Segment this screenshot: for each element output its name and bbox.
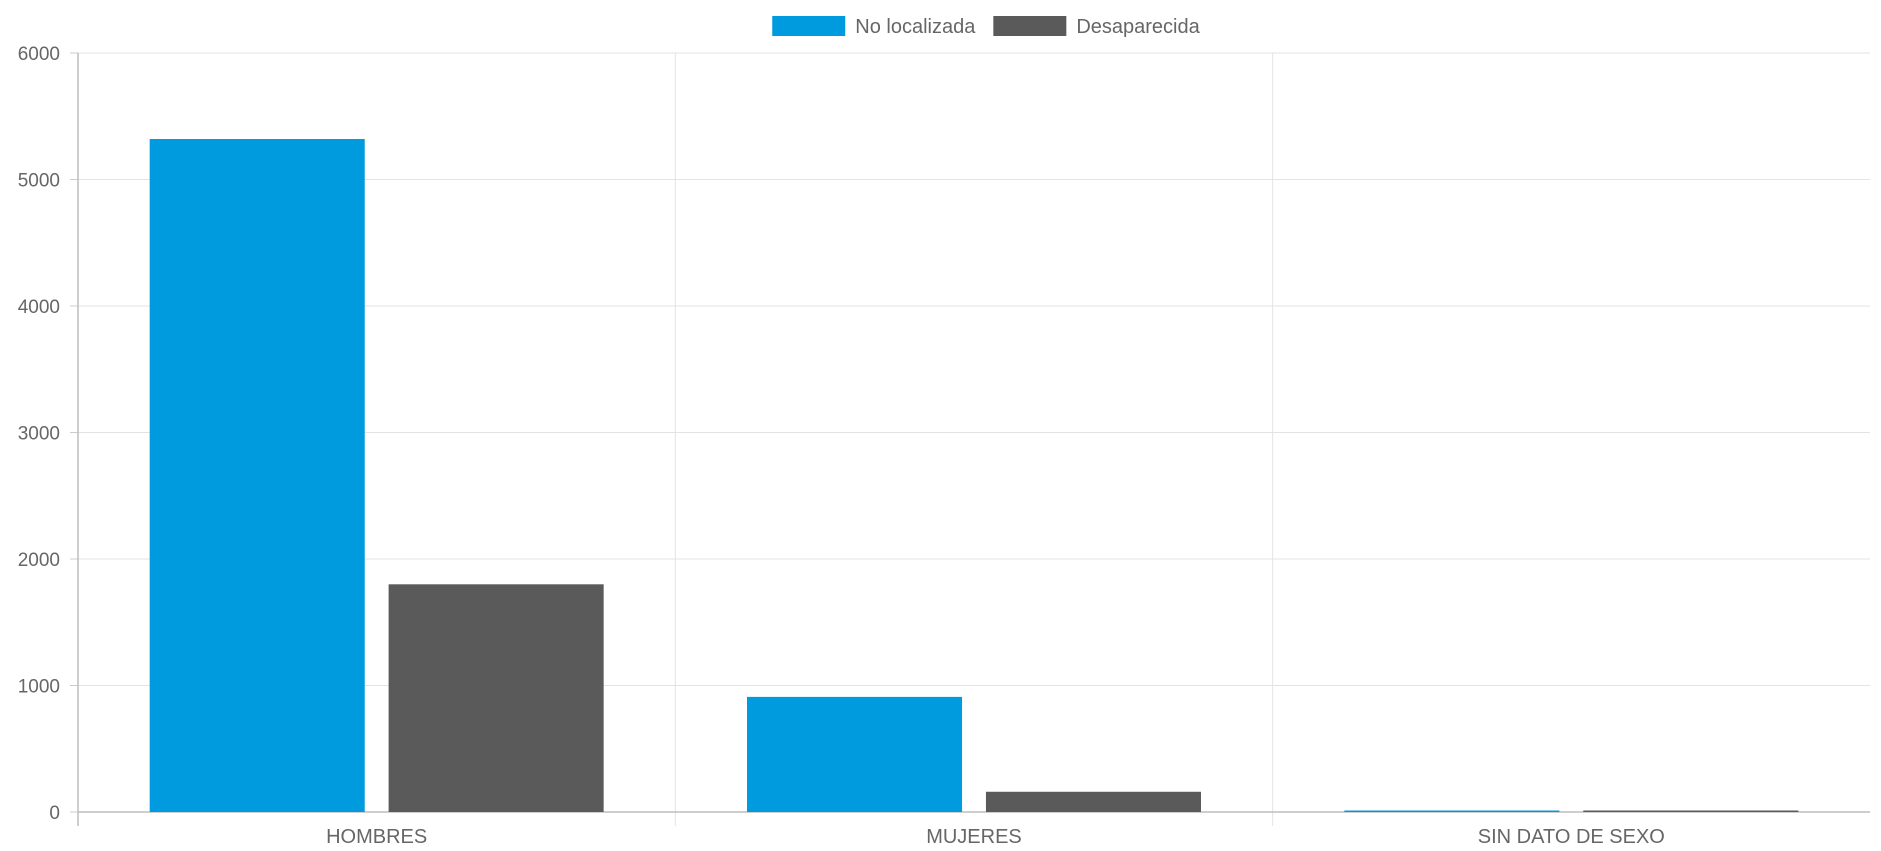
bar-no-localizada-hombres[interactable]	[149, 139, 365, 812]
legend: No localizada Desaparecida	[772, 16, 1201, 38]
y-tick-label: 4000	[18, 297, 60, 318]
bar-desaparecida-sin-dato-de-sexo[interactable]	[1583, 810, 1799, 813]
x-category-label: SIN DATO DE SEXO	[1478, 826, 1665, 846]
axes	[70, 52, 1870, 826]
y-tick-label: 2000	[18, 550, 60, 571]
bar-no-localizada-mujeres[interactable]	[747, 696, 963, 812]
legend-swatch-desaparecida[interactable]	[993, 16, 1067, 36]
legend-label-desaparecida[interactable]: Desaparecida	[1076, 16, 1200, 38]
y-tick-label: 6000	[18, 44, 60, 65]
x-category-label: MUJERES	[926, 826, 1022, 846]
legend-label-no-localizada[interactable]: No localizada	[855, 16, 976, 38]
bar-no-localizada-sin-dato-de-sexo[interactable]	[1344, 810, 1560, 813]
x-category-label: HOMBRES	[326, 826, 427, 846]
y-tick-label: 3000	[18, 424, 60, 445]
y-tick-label: 5000	[18, 171, 60, 192]
legend-swatch-no-localizada[interactable]	[772, 16, 846, 36]
y-tick-label: 0	[49, 803, 60, 824]
grid-lines	[78, 52, 1870, 826]
bar-desaparecida-hombres[interactable]	[388, 584, 604, 812]
bar-desaparecida-mujeres[interactable]	[985, 791, 1201, 812]
bars	[149, 139, 1799, 813]
y-axis-tick-labels: 0 1000 2000 3000 4000 5000 6000	[18, 44, 60, 824]
y-tick-label: 1000	[18, 677, 60, 698]
x-axis-category-labels: HOMBRES MUJERES SIN DATO DE SEXO	[326, 826, 1665, 848]
